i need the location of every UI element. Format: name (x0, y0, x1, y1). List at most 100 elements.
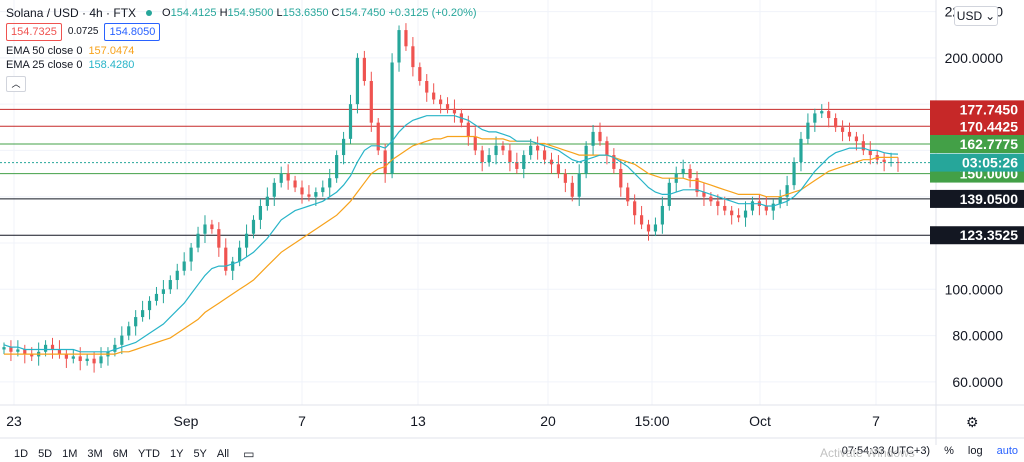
ema50-label[interactable]: EMA 50 close 0 (6, 45, 83, 57)
chevron-up-icon[interactable]: ︿ (6, 76, 26, 92)
candle-body (536, 145, 540, 151)
candle-body (466, 122, 470, 137)
candle-body (861, 141, 865, 151)
candle-body (30, 354, 34, 357)
symbol-title[interactable]: Solana / USD · 4h · FTX (6, 6, 137, 20)
calendar-icon[interactable]: ▭ (243, 446, 255, 461)
range-button-5y[interactable]: 5Y (193, 447, 207, 460)
candle-body (328, 178, 332, 188)
candle-body (120, 335, 124, 345)
chart-legend: Solana / USD · 4h · FTX O154.4125 H154.9… (6, 6, 477, 92)
range-button-6m[interactable]: 6M (112, 447, 128, 460)
candle-body (196, 233, 200, 248)
candle-body (224, 247, 228, 271)
candle-body (868, 150, 872, 156)
candles (2, 23, 900, 373)
range-button-1y[interactable]: 1Y (169, 447, 184, 460)
candle-body (806, 122, 810, 139)
price-tag-label: 177.7450 (960, 101, 1019, 117)
price-tag-label: 162.7775 (960, 136, 1019, 152)
candle-body (251, 219, 256, 234)
candle-body (85, 358, 89, 362)
candle-body (9, 347, 13, 352)
auto-toggle[interactable]: auto (996, 445, 1018, 457)
candle-body (341, 138, 346, 156)
candle-body (529, 145, 533, 156)
candle-body (646, 224, 651, 232)
candle-body (591, 131, 595, 146)
y-tick-label: 200.0000 (945, 50, 1004, 66)
price-tag-label: 170.4425 (960, 118, 1019, 134)
candle-body (92, 358, 96, 364)
ema25-line (3, 115, 899, 353)
price-tag-bg (930, 135, 1024, 154)
candle-body (217, 229, 221, 248)
candle-body (397, 30, 401, 63)
candle-body (688, 168, 692, 179)
candle-body (480, 150, 484, 162)
candle-body (71, 356, 75, 359)
candle-body (175, 270, 179, 281)
candle-body (127, 326, 131, 336)
utc-clock[interactable]: 07:54:33 (UTC+3) (841, 445, 931, 457)
candle-body (189, 247, 193, 262)
candle-body (286, 173, 290, 181)
percent-toggle[interactable]: % (944, 445, 954, 457)
candle-body (501, 145, 505, 151)
price-tag-bg (930, 100, 1024, 119)
candle-body (515, 162, 519, 169)
candle-body (64, 354, 68, 359)
currency-select[interactable]: USD ⌄ (954, 6, 998, 26)
candle-body (390, 62, 394, 174)
candle-body (244, 233, 249, 248)
range-button-ytd[interactable]: YTD (137, 447, 160, 460)
candle-body (445, 104, 450, 109)
candle-body (141, 310, 145, 318)
countdown-tag-bg (930, 153, 1024, 172)
range-button-1d[interactable]: 1D (14, 447, 29, 460)
candle-body (626, 187, 630, 202)
candle-body (348, 104, 353, 139)
market-status-dot (146, 10, 153, 16)
candle-body (383, 150, 387, 174)
ema25-label[interactable]: EMA 25 close 0 (6, 59, 83, 71)
candle-body (43, 344, 48, 352)
activation-watermark: Activate Windows (820, 446, 915, 460)
candle-body (653, 224, 658, 232)
x-tick-label: 7 (298, 413, 306, 429)
candle-body (272, 182, 276, 197)
candle-body (847, 131, 852, 137)
candle-body (633, 201, 637, 216)
price-tag-bg (930, 117, 1024, 136)
range-button-all[interactable]: All (216, 447, 230, 460)
gear-icon[interactable]: ⚙ (966, 414, 979, 430)
candle-body (570, 182, 574, 197)
candle-body (258, 205, 263, 220)
candle-body (16, 349, 20, 352)
candle-body (335, 155, 339, 179)
bottom-toolbar: 1D 5D 1M 3M 6M YTD 1Y 5Y All ▭ 07:54:33 (UTC+3) … (0, 445, 1024, 462)
candle-body (161, 289, 165, 294)
candle-body (771, 203, 775, 211)
candle-body (314, 192, 318, 197)
sell-button[interactable]: 154.7325 (6, 23, 62, 41)
candle-body (827, 111, 831, 119)
buy-button[interactable]: 154.8050 (104, 23, 161, 41)
chart-grid (0, 0, 936, 405)
candle-body (203, 224, 207, 234)
candle-body (432, 92, 436, 100)
ema25-value: 158.4280 (88, 59, 135, 71)
candle-body (182, 261, 186, 271)
range-button-3m[interactable]: 3M (87, 447, 103, 460)
candle-body (425, 81, 429, 93)
log-toggle[interactable]: log (967, 445, 983, 457)
axes (0, 0, 1024, 445)
y-tick-label: 60.0000 (952, 374, 1003, 390)
range-button-5d[interactable]: 5D (38, 447, 53, 460)
candle-body (50, 344, 55, 350)
range-button-1m[interactable]: 1M (62, 447, 78, 460)
candle-body (418, 67, 422, 81)
candle-body (362, 57, 366, 81)
candle-body (210, 224, 214, 230)
